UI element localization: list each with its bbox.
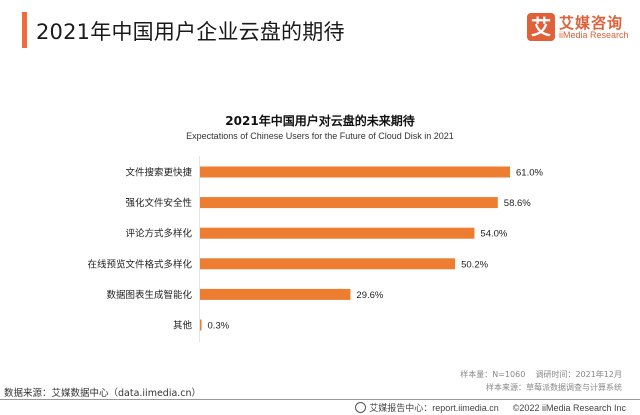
chart-subtitle: Expectations of Chinese Users for the Fu…	[186, 131, 454, 141]
value-label: 50.2%	[461, 259, 488, 270]
category-label: 其他	[173, 320, 193, 332]
copyright: ©2022 iiMedia Research Inc	[512, 403, 626, 413]
report-center-icon	[355, 402, 367, 413]
iimedia-logo: 艾 艾媒咨询 iiMedia Research	[527, 12, 629, 44]
survey-time: 调研时间：2021年12月	[535, 370, 622, 379]
data-source: 数据来源：艾媒数据中心（data.iimedia.cn）	[4, 388, 202, 399]
category-label: 文件搜索更快捷	[125, 167, 192, 179]
bar	[200, 288, 351, 300]
bar	[200, 258, 456, 270]
sample-info: 样本量：N=1060 调研时间：2021年12月	[460, 369, 622, 380]
category-label: 强化文件安全性	[125, 197, 192, 209]
chart-title: 2021年中国用户对云盘的未来期待	[225, 114, 415, 128]
value-label: 0.3%	[208, 321, 230, 332]
bar	[200, 166, 510, 178]
footer: 艾媒报告中心：report.iimedia.cn ©2022 iiMedia Re…	[355, 401, 626, 414]
bar	[200, 197, 498, 209]
value-label: 29.6%	[356, 290, 383, 301]
footer-divider	[0, 399, 640, 400]
bar	[200, 319, 202, 331]
value-label: 61.0%	[516, 168, 543, 179]
report-center-link[interactable]: 艾媒报告中心：report.iimedia.cn	[369, 403, 499, 413]
sample-source: 样本来源：草莓派数据调查与计算系统	[486, 383, 622, 392]
page-title: 2021年中国用户企业云盘的期待	[36, 20, 345, 44]
logo-mark-icon: 艾	[527, 13, 555, 41]
logo-name-en: iiMedia Research	[559, 30, 629, 40]
bars-group: 文件搜索更快捷 61.0% 强化文件安全性 58.6% 评论方式多样化 54.0% 在线预览…	[87, 166, 543, 332]
category-label: 数据图表生成智能化	[106, 289, 192, 301]
title-accent-bar	[22, 12, 27, 48]
category-label: 在线预览文件格式多样化	[87, 258, 192, 270]
bar-chart: 文件搜索更快捷 61.0% 强化文件安全性 58.6% 评论方式多样化 54.0% 在线预览…	[87, 156, 543, 342]
value-label: 58.6%	[504, 198, 531, 209]
value-label: 54.0%	[480, 229, 507, 240]
sample-size: 样本量：N=1060	[460, 370, 526, 379]
logo-name-cn: 艾媒咨询	[559, 14, 624, 32]
category-label: 评论方式多样化	[125, 228, 192, 240]
bar	[200, 227, 475, 239]
